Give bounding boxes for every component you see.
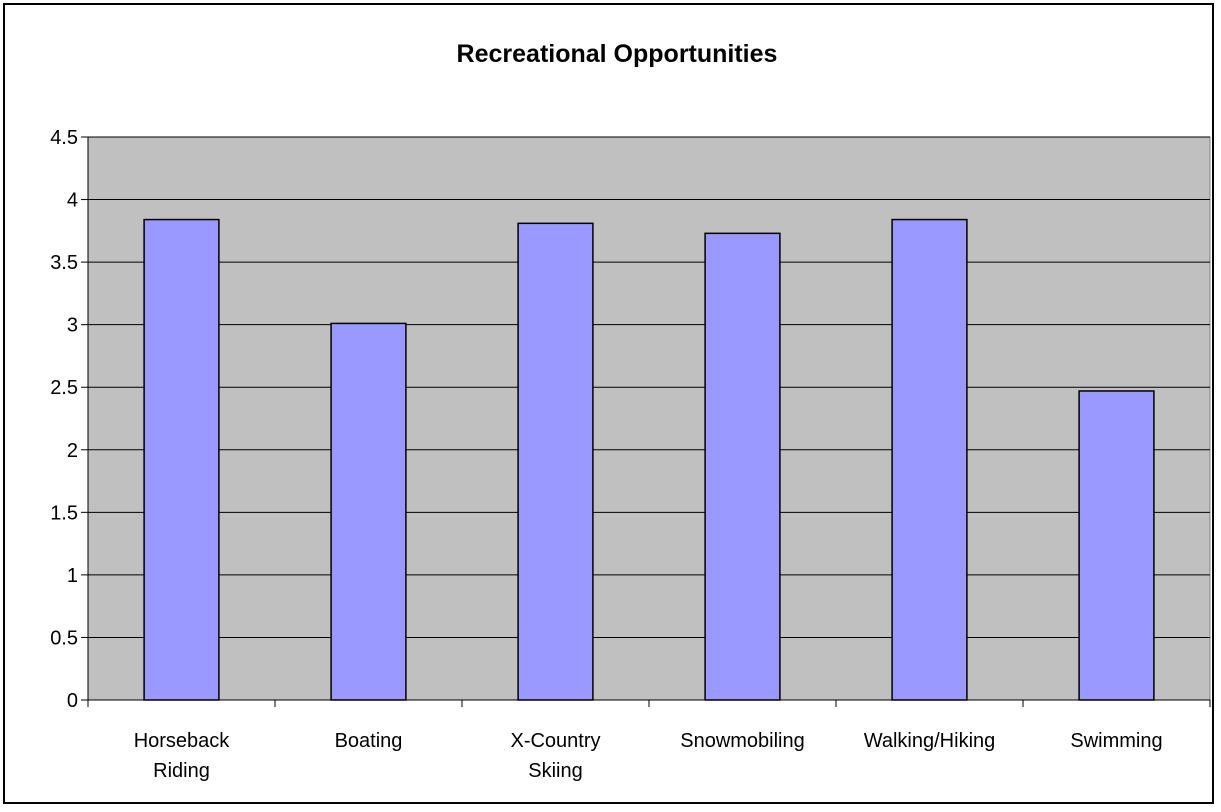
x-category-label: Walking/Hiking xyxy=(864,730,996,752)
y-tick-label: 3 xyxy=(67,315,78,337)
y-tick-label: 2 xyxy=(67,440,78,462)
y-tick-label: 3.5 xyxy=(50,252,78,274)
bar-boating xyxy=(330,322,407,701)
x-category-label: X-Country xyxy=(510,730,600,752)
y-tick-label: 0 xyxy=(67,690,78,712)
bar-x-country-skiing xyxy=(517,222,594,701)
x-category-label: Snowmobiling xyxy=(680,730,805,752)
y-tick-label: 2.5 xyxy=(50,377,78,399)
bar-swimming xyxy=(1078,390,1155,701)
plot-area xyxy=(87,136,1211,701)
x-category-label: Skiing xyxy=(528,760,582,782)
chart-title: Recreational Opportunities xyxy=(457,40,778,68)
x-axis-category-labels: Horseback Riding Boating X-Country Skiing Sno… xyxy=(134,730,1163,782)
x-category-label: Boating xyxy=(335,730,403,752)
bars xyxy=(143,218,1155,701)
x-category-label: Horseback xyxy=(134,730,231,752)
y-tick-label: 4 xyxy=(67,190,78,212)
axes xyxy=(81,136,1211,707)
y-tick-label: 1 xyxy=(67,565,78,587)
y-tick-label: 1.5 xyxy=(50,502,78,524)
bar-horseback-riding xyxy=(143,218,220,701)
y-tick-label: 4.5 xyxy=(50,127,78,149)
y-axis-tick-labels: 0 0.5 1 1.5 2 2.5 3 3.5 4 4.5 xyxy=(50,127,78,712)
x-category-label: Riding xyxy=(153,760,210,782)
bar-snowmobiling xyxy=(704,232,781,701)
x-category-label: Swimming xyxy=(1070,730,1162,752)
gridlines xyxy=(88,136,1210,638)
y-tick-label: 0.5 xyxy=(50,627,78,649)
bar-walking-hiking xyxy=(891,218,968,701)
